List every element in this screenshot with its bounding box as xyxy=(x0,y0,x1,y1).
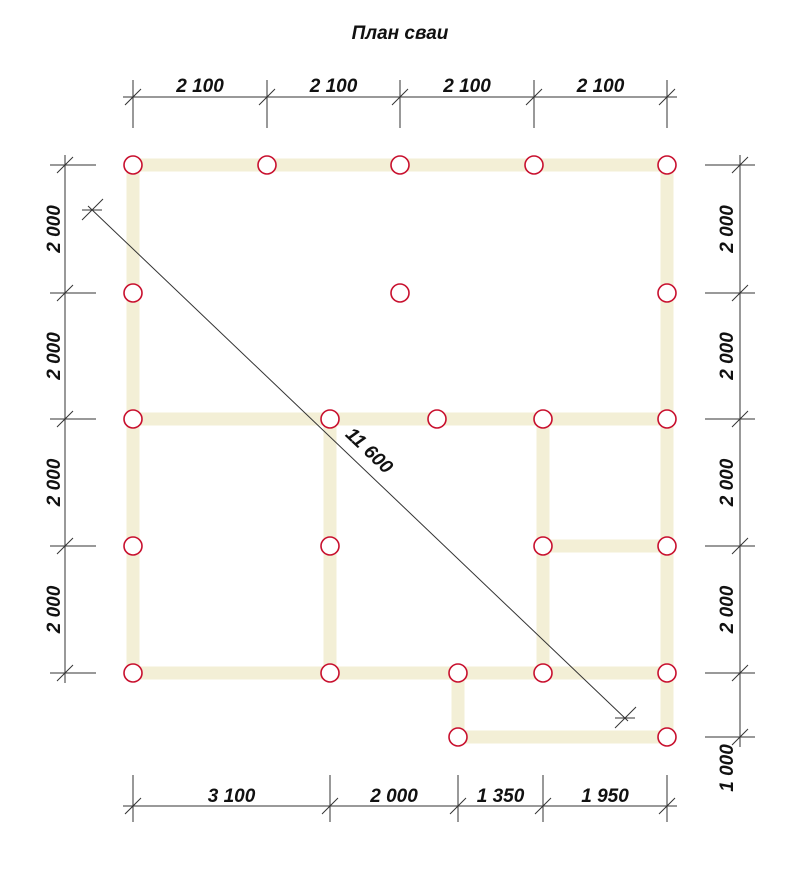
pile xyxy=(123,283,143,303)
dimension-label: 1 950 xyxy=(581,786,629,807)
dimension-label: 2 000 xyxy=(44,332,65,381)
dimension-tick xyxy=(449,797,467,815)
dimension-label: 2 000 xyxy=(44,458,65,507)
pile xyxy=(123,155,143,175)
dimension-label: 2 100 xyxy=(442,76,491,97)
dimension-label: 1 350 xyxy=(477,786,525,807)
pile xyxy=(657,283,677,303)
dimension-tick xyxy=(321,797,339,815)
dimension-label: 2 000 xyxy=(44,585,65,634)
dimension-tick xyxy=(258,88,276,106)
pile xyxy=(427,409,447,429)
pile xyxy=(657,536,677,556)
dimension-tick xyxy=(731,537,749,555)
dimension-label: 1 000 xyxy=(717,744,738,792)
pile xyxy=(320,409,340,429)
dimension-tick xyxy=(56,284,74,302)
dimension-tick xyxy=(81,198,104,221)
pile xyxy=(657,409,677,429)
beams xyxy=(126,158,674,744)
diagonal-dimension-line xyxy=(87,205,629,722)
dimension-tick xyxy=(56,537,74,555)
pile xyxy=(657,155,677,175)
dimension-label: 2 000 xyxy=(717,205,738,254)
dimension-label: 2 100 xyxy=(309,76,358,97)
dimension-tick xyxy=(56,410,74,428)
dimension-lines: 2 100 2 100 2 100 2 100 3 100 2 000 1 350 1 950… xyxy=(44,76,755,822)
pile xyxy=(524,155,544,175)
pile xyxy=(533,409,553,429)
dimension-tick xyxy=(56,664,74,682)
dimension-tick xyxy=(56,156,74,174)
pile xyxy=(123,663,143,683)
pile xyxy=(657,663,677,683)
dimension-tick xyxy=(124,88,142,106)
dimension-tick xyxy=(658,797,676,815)
dimension-tick xyxy=(731,728,749,746)
dimension-label: 11 600 xyxy=(341,424,397,479)
drawing-title: План сваи xyxy=(352,23,449,44)
dimension-label: 2 100 xyxy=(175,76,224,97)
pile xyxy=(448,727,468,747)
dimension-tick xyxy=(124,797,142,815)
dimension-tick xyxy=(658,88,676,106)
pile xyxy=(320,536,340,556)
dimension-tick xyxy=(731,664,749,682)
pile xyxy=(390,155,410,175)
dimension-label: 3 100 xyxy=(208,786,256,807)
pile xyxy=(533,536,553,556)
dimension-tick xyxy=(731,410,749,428)
piles xyxy=(123,155,677,747)
pile xyxy=(657,727,677,747)
dimension-label: 2 000 xyxy=(369,786,418,807)
dimension-label: 2 000 xyxy=(44,205,65,254)
dimension-tick xyxy=(534,797,552,815)
dimension-tick xyxy=(731,284,749,302)
dimension-tick xyxy=(731,156,749,174)
pile xyxy=(533,663,553,683)
dimension-tick xyxy=(614,706,637,729)
pile xyxy=(448,663,468,683)
dimension-label: 2 100 xyxy=(576,76,625,97)
dimension-label: 2 000 xyxy=(717,585,738,634)
pile xyxy=(123,409,143,429)
dimension-label: 2 000 xyxy=(717,458,738,507)
pile xyxy=(257,155,277,175)
dimension-tick xyxy=(525,88,543,106)
dimension-tick xyxy=(391,88,409,106)
pile xyxy=(390,283,410,303)
dimension-label: 2 000 xyxy=(717,332,738,381)
pile xyxy=(123,536,143,556)
pile xyxy=(320,663,340,683)
